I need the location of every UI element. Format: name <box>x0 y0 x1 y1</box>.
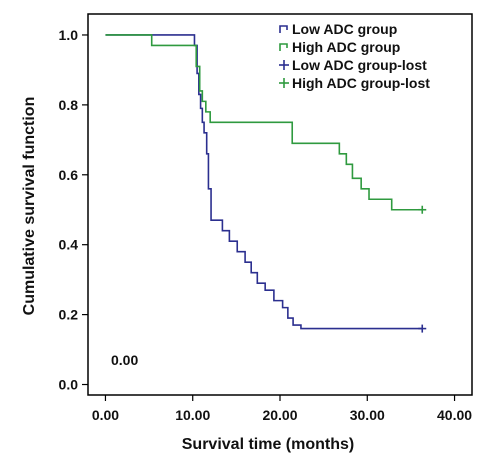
legend-swatch <box>279 78 289 88</box>
y-tick-label: 0.6 <box>59 167 79 183</box>
legend-swatch <box>279 25 288 33</box>
legend-label: Low ADC group <box>292 21 397 37</box>
x-axis-ticks: 0.00 10.00 20.00 30.00 40.00 <box>92 395 472 423</box>
y-axis-title: Cumulative survival function <box>21 97 38 316</box>
survival-curves <box>105 34 423 330</box>
curve-low-adc-group <box>105 34 423 330</box>
legend-swatch <box>279 60 289 70</box>
x-axis-title: Survival time (months) <box>182 436 354 453</box>
legend-item: Low ADC group-lost <box>279 57 427 73</box>
x-tick-label: 30.00 <box>350 407 385 423</box>
x-tick-label: 20.00 <box>262 407 297 423</box>
legend-label: Low ADC group-lost <box>292 57 427 73</box>
legend-item: High ADC group-lost <box>279 75 430 91</box>
y-tick-label: 1.0 <box>59 27 79 43</box>
y-tick-label: 0.0 <box>59 377 79 393</box>
y-tick-label: 0.4 <box>59 237 79 253</box>
y-tick-label: 0.2 <box>59 307 79 323</box>
legend-label: High ADC group-lost <box>292 75 430 91</box>
x-tick-label: 40.00 <box>437 407 472 423</box>
x-tick-label: 10.00 <box>175 407 210 423</box>
legend-item: Low ADC group <box>279 21 397 37</box>
legend-label: High ADC group <box>292 39 400 55</box>
legend-item: High ADC group <box>279 39 400 55</box>
censor-markers <box>418 205 427 333</box>
y-tick-label: 0.8 <box>59 97 79 113</box>
legend-swatch <box>279 43 288 51</box>
y-axis-ticks: 0.0 0.2 0.4 0.6 0.8 1.0 <box>59 27 88 393</box>
x-tick-label: 0.00 <box>92 407 119 423</box>
curve-high-adc-group <box>105 34 423 211</box>
censor-marker-high-adc-group-lost <box>418 205 427 214</box>
legend: Low ADC group High ADC group Low ADC group… <box>279 21 430 91</box>
censor-marker-low-adc-group-lost <box>418 324 427 333</box>
annotation-value: 0.00 <box>111 352 138 368</box>
